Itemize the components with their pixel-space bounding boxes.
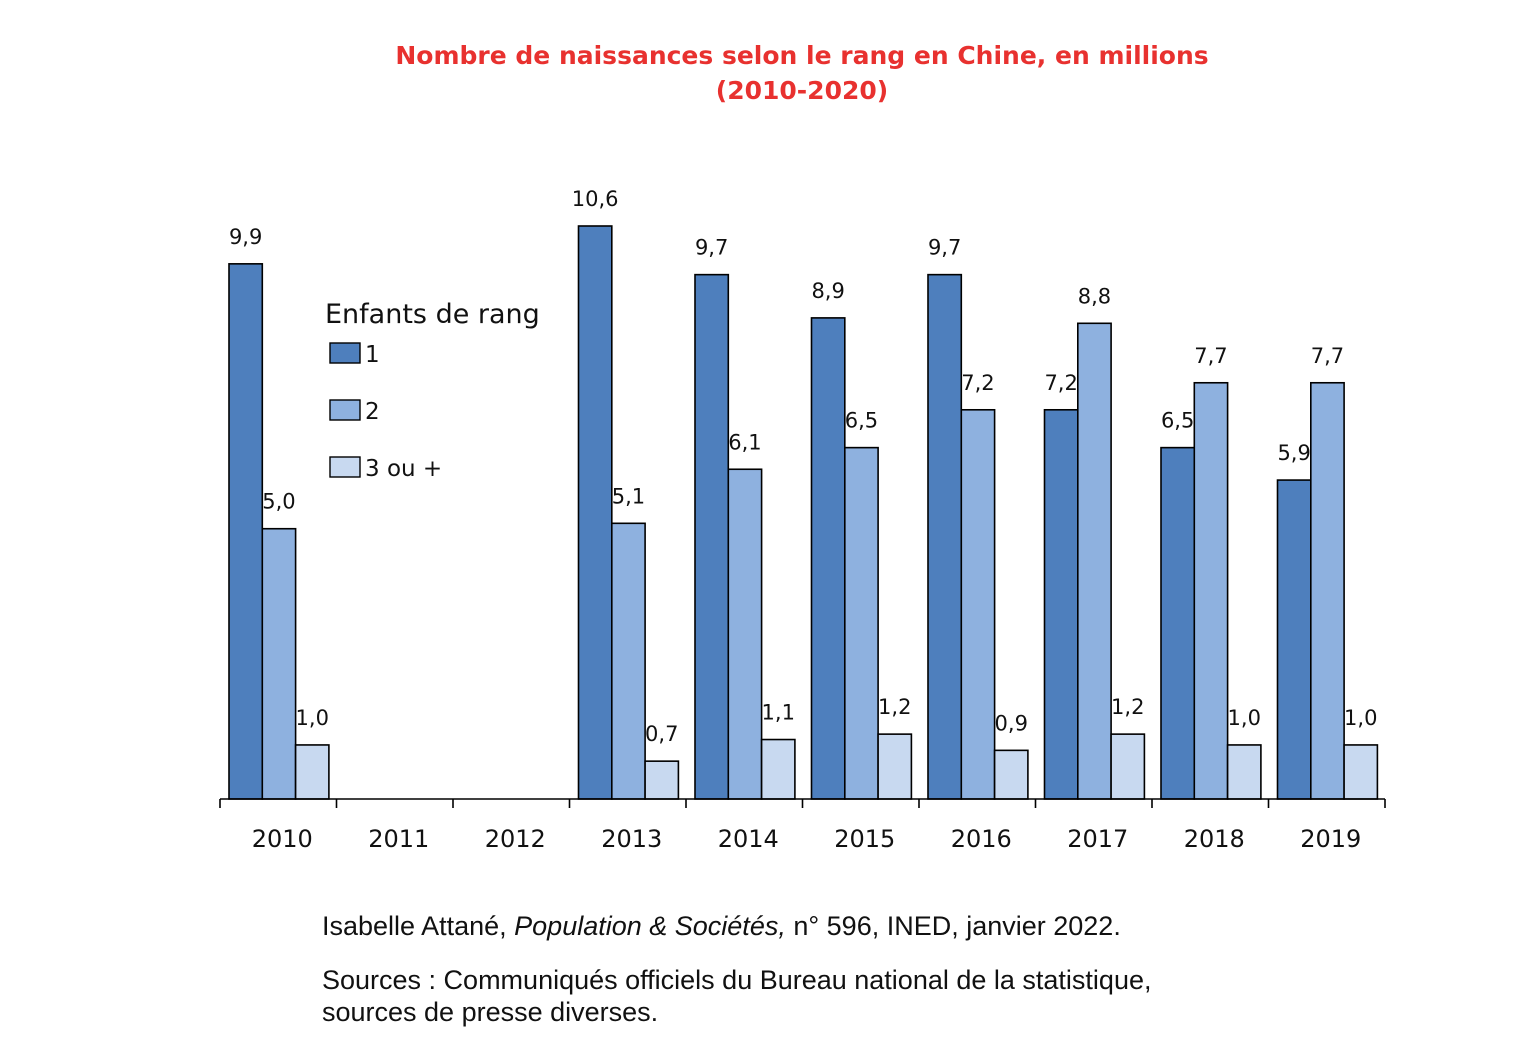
- data-label-2014-rank-1: 9,7: [695, 236, 728, 260]
- bar-2013-rank-1: [577, 225, 613, 800]
- data-label-2018-rank-3: 1,0: [1228, 706, 1261, 730]
- legend-swatch-rank-1: [329, 342, 361, 364]
- x-tick-label-2018: 2018: [1184, 825, 1245, 853]
- bar-2014-rank-2: [727, 468, 763, 800]
- data-label-2017-rank-3: 1,2: [1111, 695, 1144, 719]
- data-label-2019-rank-3: 1,0: [1344, 706, 1377, 730]
- x-tick-label-2014: 2014: [718, 825, 779, 853]
- bar-2018-rank-2: [1193, 381, 1229, 800]
- bar-2019-rank-1: [1276, 479, 1312, 800]
- bar-2016-rank-1: [927, 273, 963, 800]
- data-label-2018-rank-2: 7,7: [1194, 344, 1227, 368]
- data-label-2013-rank-3: 0,7: [645, 722, 678, 746]
- legend: Enfants de rang 1 2 3 ou +: [325, 299, 540, 482]
- bar-2016-rank-2: [960, 408, 996, 800]
- bar-2015-rank-2: [843, 446, 879, 800]
- data-label-2019-rank-2: 7,7: [1311, 344, 1344, 368]
- data-label-2017-rank-1: 7,2: [1044, 371, 1077, 395]
- legend-label-rank-3: 3 ou +: [365, 456, 442, 482]
- bars-group: 9,9 5,0 1,0 10,6 5,1 0,7 9,7 6,1 1,1 8,9 6,5 1,2 9,7…: [228, 187, 1379, 800]
- data-label-2010-rank-2: 5,0: [262, 490, 295, 514]
- bar-2017-rank-1: [1043, 408, 1079, 800]
- bar-2016-rank-3: [993, 749, 1029, 800]
- legend-label-rank-2: 2: [365, 399, 380, 425]
- x-tick-label-2019: 2019: [1300, 825, 1361, 853]
- data-label-2016-rank-1: 9,7: [928, 236, 961, 260]
- data-label-2010-rank-3: 1,0: [296, 706, 329, 730]
- bar-2019-rank-2: [1310, 381, 1345, 800]
- chart-title: Nombre de naissances selon le rang en Ch…: [395, 41, 1209, 70]
- bar-2010-rank-1: [228, 263, 264, 800]
- sources-line-2: sources de presse diverses.: [322, 997, 659, 1027]
- credit-author: Isabelle Attané,: [322, 911, 507, 941]
- data-label-2013-rank-2: 5,1: [612, 484, 645, 508]
- legend-title: Enfants de rang: [325, 299, 540, 330]
- data-label-2018-rank-1: 6,5: [1161, 409, 1194, 433]
- data-label-2015-rank-1: 8,9: [811, 279, 844, 303]
- credit-line: Isabelle Attané, Population & Sociétés, …: [322, 910, 1121, 942]
- data-label-2017-rank-2: 8,8: [1078, 284, 1111, 308]
- x-tick-label-2013: 2013: [601, 825, 662, 853]
- sources-line-1: Sources : Communiqués officiels du Burea…: [322, 965, 1152, 995]
- legend-swatch-rank-3: [329, 456, 361, 478]
- credit-journal: Population & Sociétés,: [514, 911, 786, 941]
- data-label-2015-rank-3: 1,2: [878, 695, 911, 719]
- bar-2013-rank-2: [610, 522, 646, 800]
- data-label-2014-rank-2: 6,1: [728, 430, 761, 454]
- bar-2015-rank-1: [810, 317, 846, 800]
- chart-subtitle: (2010-2020): [715, 76, 889, 105]
- bar-2018-rank-1: [1160, 446, 1196, 800]
- credit-details: n° 596, INED, janvier 2022.: [785, 911, 1121, 941]
- data-label-2016-rank-2: 7,2: [961, 371, 994, 395]
- data-label-2019-rank-1: 5,9: [1277, 441, 1310, 465]
- x-tick-label-2011: 2011: [368, 825, 429, 853]
- x-tick-label-2010: 2010: [252, 825, 313, 853]
- bar-2013-rank-3: [644, 760, 680, 800]
- x-tick-label-2017: 2017: [1067, 825, 1128, 853]
- data-label-2015-rank-2: 6,5: [845, 409, 878, 433]
- legend-swatch-rank-2: [329, 399, 361, 421]
- legend-label-rank-1: 1: [365, 342, 380, 368]
- x-tick-label-2012: 2012: [485, 825, 546, 853]
- data-label-2016-rank-3: 0,9: [995, 711, 1028, 735]
- data-label-2014-rank-3: 1,1: [762, 701, 795, 725]
- x-tick-label-2015: 2015: [834, 825, 895, 853]
- x-axis: 2010 2011 2012 2013 2014 2015 2016 2017 2018 2019: [219, 798, 1386, 853]
- data-label-2010-rank-1: 9,9: [229, 225, 262, 249]
- chart-title-block: Nombre de naissances selon le rang en Ch…: [0, 38, 1534, 108]
- bar-2017-rank-3: [1110, 733, 1146, 800]
- bar-2015-rank-3: [877, 733, 913, 800]
- bar-2018-rank-3: [1226, 744, 1262, 800]
- x-tick-label-2016: 2016: [951, 825, 1012, 853]
- bar-2014-rank-1: [694, 273, 730, 800]
- bar-2010-rank-2: [261, 527, 297, 800]
- data-label-2013-rank-1: 10,6: [572, 187, 619, 211]
- sources-note: Sources : Communiqués officiels du Burea…: [322, 964, 1322, 1028]
- bar-2010-rank-3: [294, 744, 330, 800]
- bar-2014-rank-3: [760, 738, 796, 800]
- bar-2017-rank-2: [1077, 322, 1112, 800]
- bar-2019-rank-3: [1343, 744, 1379, 800]
